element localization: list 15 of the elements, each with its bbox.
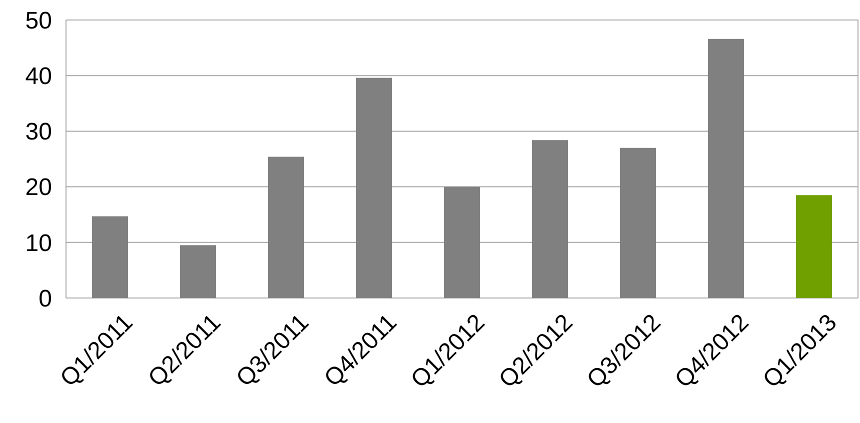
y-tick-label: 0 bbox=[38, 285, 52, 312]
bar bbox=[708, 38, 744, 298]
bar bbox=[356, 78, 392, 298]
bar bbox=[796, 195, 832, 298]
y-tick-label: 10 bbox=[25, 230, 52, 257]
bar bbox=[92, 216, 128, 298]
bar bbox=[268, 156, 304, 298]
y-tick-label: 50 bbox=[25, 7, 52, 34]
bar bbox=[444, 186, 480, 298]
bar bbox=[180, 245, 216, 298]
y-tick-label: 30 bbox=[25, 118, 52, 146]
bar bbox=[620, 148, 656, 298]
bar bbox=[532, 140, 568, 298]
y-tick-label: 20 bbox=[25, 174, 52, 202]
y-tick-label: 40 bbox=[25, 63, 52, 90]
